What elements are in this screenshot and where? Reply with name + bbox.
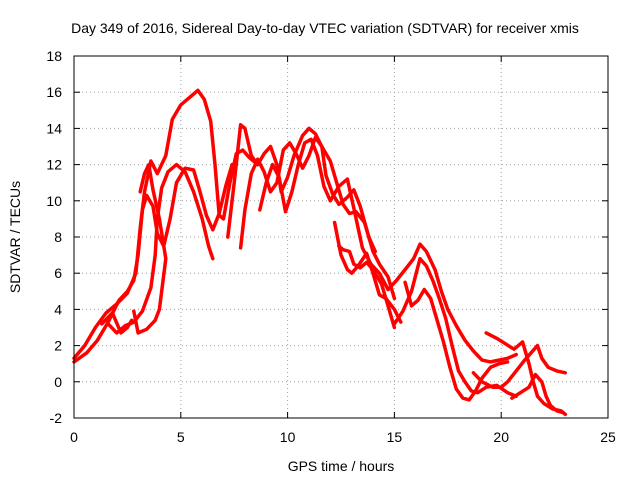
y-axis-title: SDTVAR / TECUs [7,181,23,293]
series-track-15 [337,244,397,330]
series-track-8 [258,137,518,364]
y-tick-label: -2 [50,410,63,426]
y-tick-label: 2 [54,338,62,354]
data-series [72,88,568,417]
series-track-11 [403,280,510,402]
x-tick-label: 0 [70,429,78,445]
series-track-12 [471,343,568,389]
y-tick-label: 0 [54,374,62,390]
x-tick-label: 5 [177,429,185,445]
plot-frame [73,55,609,419]
x-tick-label: 25 [600,429,616,445]
axis-ticks [73,55,609,419]
x-tick-label: 15 [387,429,403,445]
series-track-10 [392,256,518,399]
y-tick-label: 16 [46,84,62,100]
y-tick-label: 18 [46,48,62,64]
y-tick-label: 6 [54,265,62,281]
x-axis-title: GPS time / hours [288,458,395,474]
y-tick-label: 4 [54,301,62,317]
series-track-7 [238,135,377,254]
y-tick-label: 14 [46,120,62,136]
series-track-5 [100,311,134,335]
series-track-4 [132,162,168,335]
x-tick-label: 20 [493,429,509,445]
y-tick-label: 12 [46,157,62,173]
y-tick-label: 10 [46,193,62,209]
tick-labels: 0 5 10 15 20 25 -2 0 2 4 6 8 10 12 14 16 18 [46,48,616,445]
y-tick-label: 8 [54,229,62,245]
chart-title: Day 349 of 2016, Sidereal Day-to-day VTE… [71,20,579,36]
series-track-14 [510,372,565,415]
x-tick-label: 10 [280,429,296,445]
